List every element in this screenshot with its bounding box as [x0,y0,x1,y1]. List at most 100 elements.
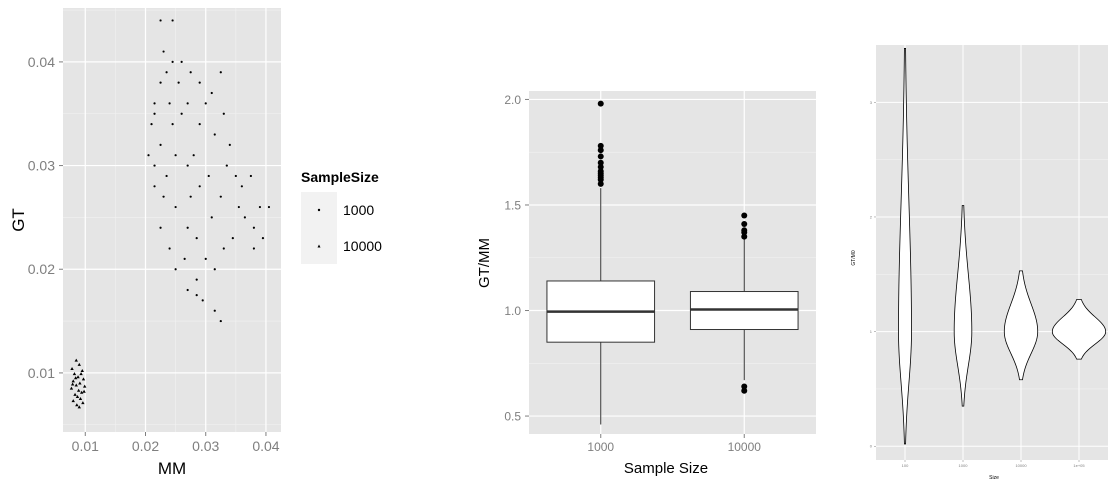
scatter-point-dot [162,50,165,53]
scatter-point-dot [219,319,222,323]
scatter-point-dot [252,226,256,229]
scatter-point-triangle [77,405,81,409]
scatter-point-triangle [79,372,83,376]
scatter-ytick-label: 0.01 [28,365,55,381]
scatter-point-dot [180,112,183,115]
scatter-point-dot [231,237,234,240]
scatter-point-dot [237,205,240,209]
scatter-point-dot [249,174,252,178]
legend-label-10000: 10000 [343,238,382,254]
scatter-point-dot [210,216,213,219]
scatter-points [69,19,271,409]
scatter-point-dot [213,133,216,136]
scatter-ylabel: GT [9,208,28,232]
scatter-point-dot [204,102,207,105]
scatter-point-triangle [81,401,85,405]
scatter-point-dot [228,143,231,146]
scatter-point-triangle [71,399,75,403]
scatter-point-dot [171,123,174,126]
scatter-point-dot [165,71,168,74]
scatter-point-dot [225,164,228,167]
scatter-point-triangle [76,388,81,392]
scatter-point-dot [195,278,198,281]
scatter-point-triangle [70,366,74,370]
scatter-point-dot [219,195,222,198]
scatter-point-dot [243,216,246,219]
scatter-point-triangle [71,379,75,383]
scatter-xtick-label: 0.01 [72,438,99,454]
scatter-point-dot [174,154,177,157]
scatter-point-triangle [72,372,77,376]
scatter-point-dot [162,195,165,198]
scatter-point-triangle [73,392,77,396]
scatter-point-triangle [78,381,82,385]
scatter-point-dot [159,226,162,229]
scatter-point-dot [186,226,189,229]
scatter-point-dot [186,288,189,292]
scatter-point-triangle [82,384,87,388]
scatter-point-dot [168,247,171,250]
scatter-point-dot [219,71,222,74]
scatter-point-triangle [79,390,84,394]
scatter-point-dot [207,174,210,178]
scatter-point-triangle [75,394,80,398]
scatter-point-triangle [74,383,78,387]
scatter-point-triangle [76,375,80,379]
scatter-point-triangle [70,382,75,386]
scatter-point-dot [201,299,204,302]
scatter-point-dot [189,71,192,74]
scatter-point-dot [267,205,271,209]
scatter-xtick-label: 0.04 [252,438,279,454]
scatter-point-dot [189,195,192,198]
scatter-point-triangle [69,386,74,390]
legend-marker-triangle [317,244,321,248]
scatter-point-dot [171,60,174,64]
scatter-point-dot [183,257,186,260]
scatter-point-dot [261,237,265,240]
scatter-point-dot [153,164,156,167]
scatter-point-dot [252,247,256,250]
scatter-point-dot [192,154,195,157]
scatter-point-triangle [77,362,81,366]
scatter-point-dot [204,257,207,260]
scatter-point-triangle [78,397,83,401]
scatter-point-dot [258,205,262,209]
scatter-ytick-label: 0.03 [28,158,55,174]
scatter-point-dot [153,102,156,105]
scatter-xtick-label: 0.03 [192,438,219,454]
scatter-point-dot [177,81,180,84]
scatter-ytick-label: 0.02 [28,261,55,277]
scatter-point-dot [147,154,150,157]
scatter-point-dot [198,123,201,126]
scatter-point-dot [168,102,171,105]
scatter-point-triangle [73,376,78,380]
scatter-point-dot [210,91,213,95]
scatter-point-triangle [74,358,78,362]
scatter-point-dot [159,19,162,22]
scatter-point-dot [198,185,201,188]
scatter-point-dot [171,19,174,22]
scatter-point-dot [213,309,216,312]
scatter-point-dot [195,294,198,297]
scatter-point-dot [174,268,177,271]
legend-title: SampleSize [301,169,379,185]
scatter-point-dot [159,81,162,84]
scatter-point-dot [213,268,216,271]
scatter-point-triangle [80,369,84,373]
scatter-point-dot [198,81,201,84]
scatter-point-triangle [81,377,86,381]
scatter-point-dot [222,247,225,250]
scatter-point-dot [186,164,189,167]
scatter-point-dot [153,185,156,188]
scatter-point-dot [174,205,177,209]
scatter-point-dot [234,174,237,178]
scatter-point-dot [186,102,189,105]
scatter-point-dot [195,237,198,240]
scatter-point-dot [222,112,225,115]
scatter-point-dot [153,112,156,115]
scatter-point-dot [150,123,153,126]
legend-marker-dot [317,208,321,212]
scatter-point-dot [180,60,183,64]
scatter-point-triangle [75,403,79,407]
